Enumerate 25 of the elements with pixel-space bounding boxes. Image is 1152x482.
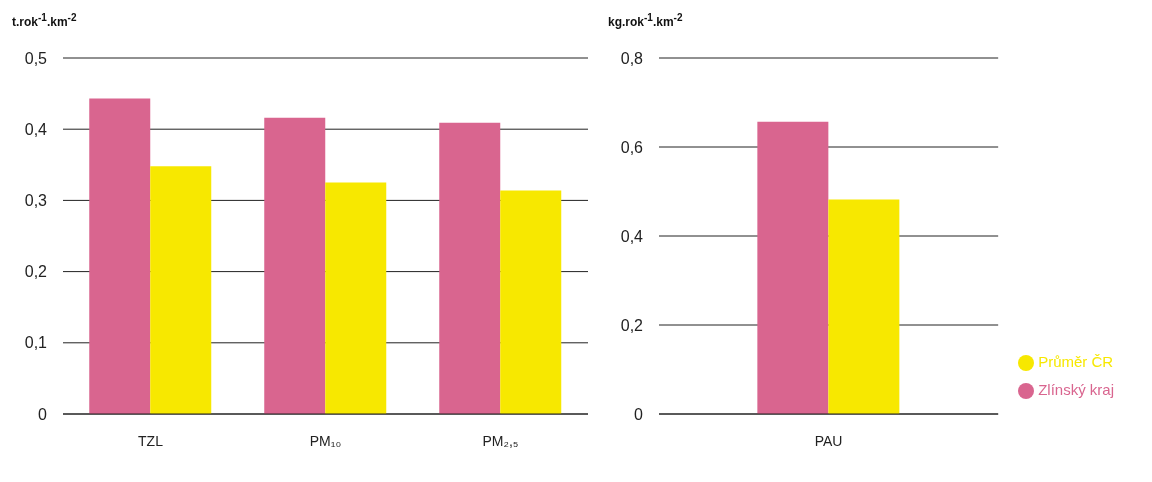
x-tick-label: PAU: [814, 432, 843, 449]
y-tick-label: 0,4: [24, 120, 48, 138]
y-tick-label: 0,8: [620, 49, 644, 67]
x-tick-label: TZL: [138, 432, 164, 449]
x-tick-label: PM₁₀: [309, 432, 342, 449]
bar: [89, 98, 151, 414]
y-tick-label: 0,2: [620, 316, 644, 334]
y-tick-label: 0,4: [620, 227, 644, 245]
y-axis-title: t.rok$^{-1}$.km$^{-2}$: [12, 12, 77, 29]
x-tick-label: PM₂,₅: [482, 432, 519, 449]
bar: [150, 166, 212, 414]
y-tick-label: 0,3: [24, 192, 48, 210]
y-tick-label: 0: [38, 405, 48, 423]
legend-label: Zlínský kraj: [1038, 381, 1114, 398]
y-tick-label: 0: [634, 405, 644, 423]
y-tick-label: 0,5: [24, 49, 48, 67]
y-axis-title: kg.rok$^{-1}$.km$^{-2}$: [608, 12, 683, 29]
y-tick-label: 0,1: [24, 334, 48, 352]
legend-label: Průměr ČR: [1038, 353, 1114, 370]
y-tick-label: 0,2: [24, 263, 48, 281]
bar: [500, 190, 562, 414]
bar: [439, 122, 501, 414]
bar: [264, 117, 326, 414]
y-tick-label: 0,6: [620, 138, 644, 156]
bar: [325, 182, 387, 414]
